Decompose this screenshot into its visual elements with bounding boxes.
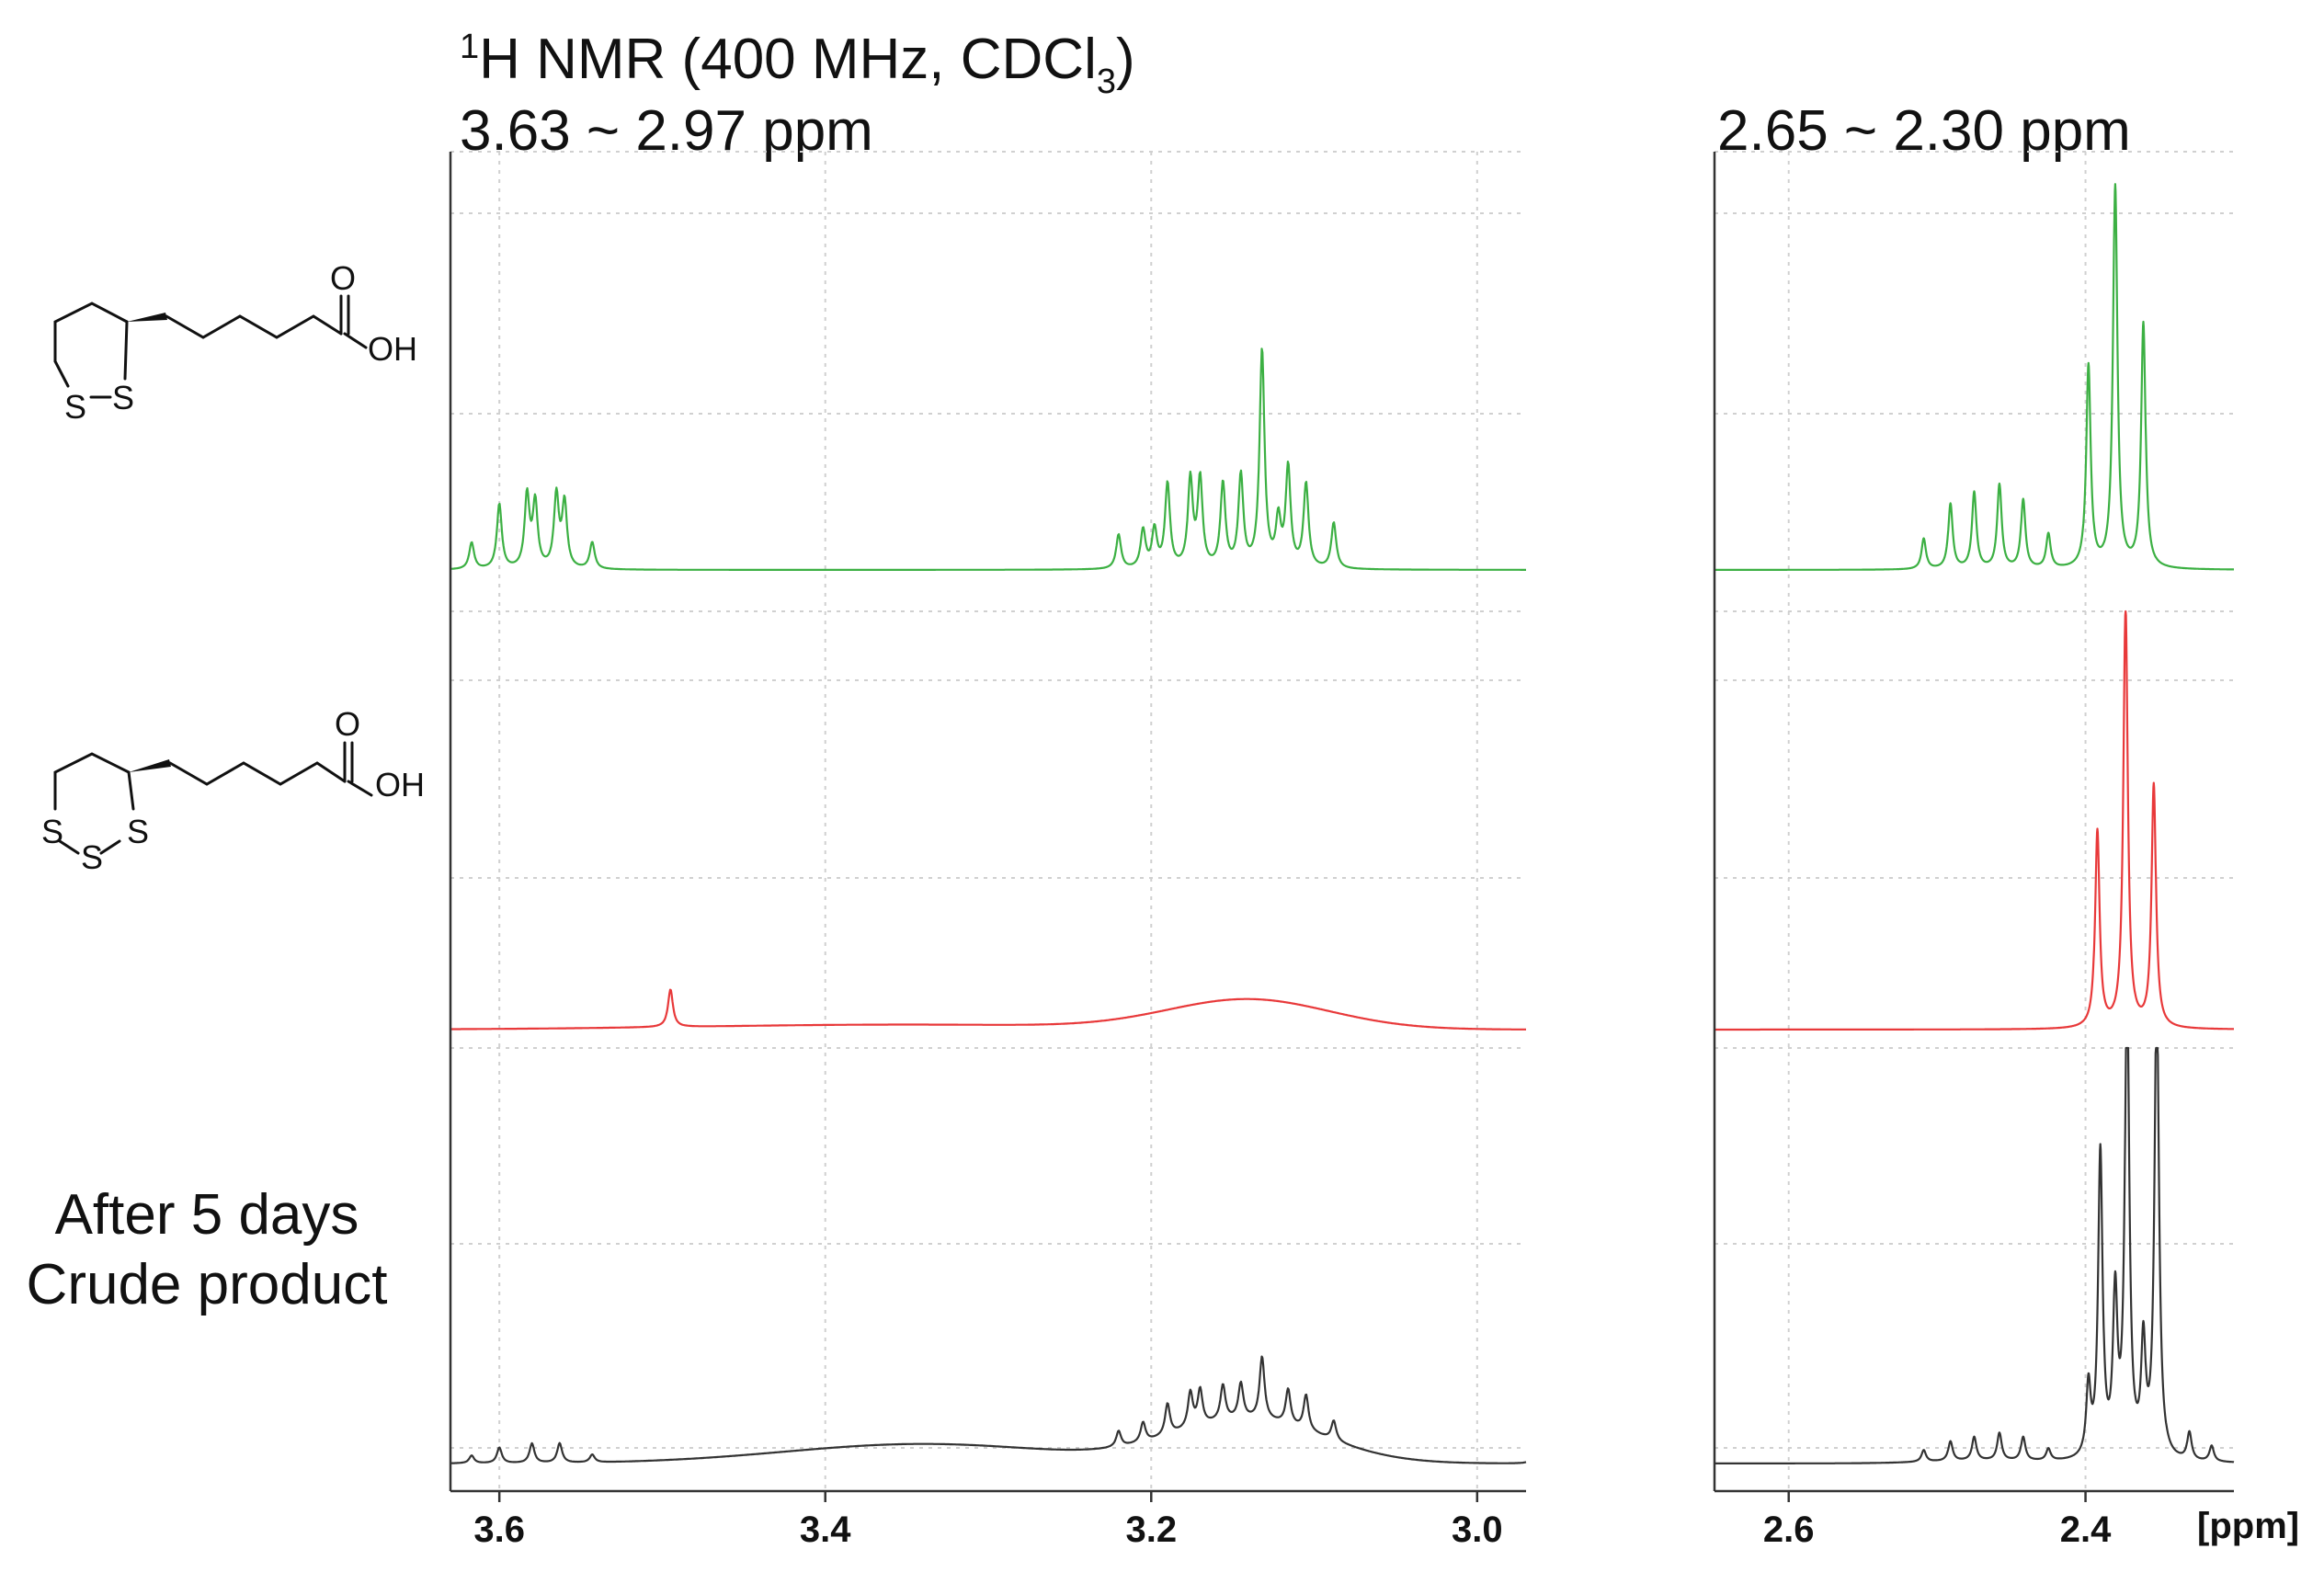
spectrum-trithiane-right — [1714, 609, 2235, 1031]
lipoic-acid-structure: S S O OH — [53, 259, 417, 426]
spectrum-crude-left — [450, 1355, 1527, 1464]
atom-oh-2: OH — [375, 766, 425, 803]
spectrum-lipoic-left — [450, 347, 1527, 571]
left-range-label: 3.63 ~ 2.97 ppm — [460, 99, 873, 163]
x-tick-label: 3.0 — [1452, 1509, 1503, 1550]
x-tick-label: 3.6 — [473, 1509, 525, 1550]
atom-s-1: S — [64, 388, 86, 426]
axes-layer: 3.6 3.4 3.2 3.0 2.6 2.4 — [449, 152, 2234, 1550]
atom-o-2: O — [335, 705, 360, 743]
atom-s-5: S — [127, 813, 149, 850]
title-superscript: 1 — [460, 28, 479, 66]
grid-layer — [450, 151, 2234, 1491]
spectrum-crude-right — [1714, 1046, 2235, 1464]
atom-s-3: S — [41, 813, 63, 850]
spectra-layer — [450, 183, 2235, 1464]
x-tick-label: 3.4 — [800, 1509, 851, 1550]
x-tick-label: 2.4 — [2060, 1509, 2112, 1550]
atom-s-2: S — [112, 379, 134, 416]
figure-title: 1H NMR (400 MHz, CDCl3) — [460, 28, 1135, 101]
x-tick-label: 2.6 — [1763, 1509, 1815, 1550]
title-close: ) — [1116, 28, 1135, 91]
sample-label-line2: Crude product — [27, 1253, 388, 1316]
x-tick-label: 3.2 — [1125, 1509, 1177, 1550]
trithiane-structure: S S S O OH — [41, 705, 425, 876]
atom-oh-1: OH — [368, 330, 417, 368]
axis-unit-label: [ppm] — [2197, 1506, 2299, 1546]
sample-label-line1: After 5 days — [55, 1183, 359, 1247]
atom-s-4: S — [81, 838, 103, 876]
spectrum-lipoic-right — [1714, 183, 2235, 571]
right-range-label: 2.65 ~ 2.30 ppm — [1717, 99, 2131, 163]
title-main: H NMR (400 MHz, CDCl — [479, 28, 1097, 91]
spectrum-trithiane-left — [450, 988, 1527, 1031]
title-subscript: 3 — [1097, 63, 1116, 101]
atom-o-1: O — [330, 259, 356, 297]
